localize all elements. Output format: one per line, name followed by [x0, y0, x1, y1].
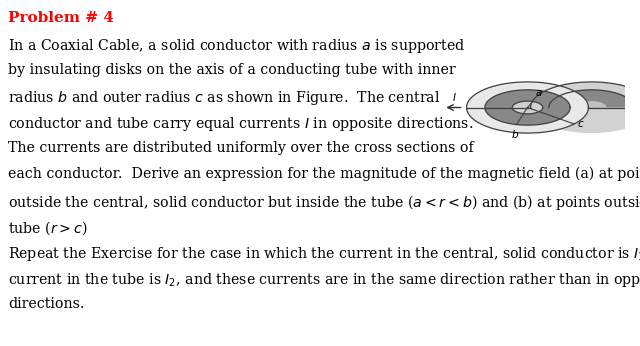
- Polygon shape: [485, 90, 570, 125]
- Text: Problem # 4: Problem # 4: [8, 11, 114, 25]
- Polygon shape: [485, 90, 634, 108]
- Text: $I$: $I$: [452, 91, 457, 103]
- Text: tube ($r > c$): tube ($r > c$): [8, 219, 88, 237]
- Text: $c$: $c$: [577, 119, 584, 129]
- Text: by insulating disks on the axis of a conducting tube with inner: by insulating disks on the axis of a con…: [8, 63, 456, 77]
- Polygon shape: [512, 101, 607, 108]
- Polygon shape: [467, 82, 588, 133]
- Text: each conductor.  Derive an expression for the magnitude of the magnetic field (a: each conductor. Derive an expression for…: [8, 167, 640, 181]
- Text: conductor and tube carry equal currents $I$ in opposite directions.: conductor and tube carry equal currents …: [8, 115, 474, 133]
- Polygon shape: [485, 90, 570, 125]
- Polygon shape: [467, 82, 640, 108]
- Text: current in the tube is $I_2$, and these currents are in the same direction rathe: current in the tube is $I_2$, and these …: [8, 271, 640, 289]
- Text: In a Coaxial Cable, a solid conductor with radius $a$ is supported: In a Coaxial Cable, a solid conductor wi…: [8, 37, 465, 55]
- Polygon shape: [512, 101, 543, 114]
- Polygon shape: [467, 108, 640, 133]
- Text: The currents are distributed uniformly over the cross sections of: The currents are distributed uniformly o…: [8, 141, 474, 155]
- Text: radius $b$ and outer radius $c$ as shown in Figure.  The central: radius $b$ and outer radius $c$ as shown…: [8, 89, 440, 107]
- Text: Repeat the Exercise for the case in which the current in the central, solid cond: Repeat the Exercise for the case in whic…: [8, 245, 640, 263]
- Text: $b$: $b$: [511, 128, 519, 140]
- Text: directions.: directions.: [8, 297, 84, 311]
- Text: outside the central, solid conductor but inside the tube ($a < r < b$) and (b) a: outside the central, solid conductor but…: [8, 193, 640, 212]
- Text: $a$: $a$: [535, 89, 543, 99]
